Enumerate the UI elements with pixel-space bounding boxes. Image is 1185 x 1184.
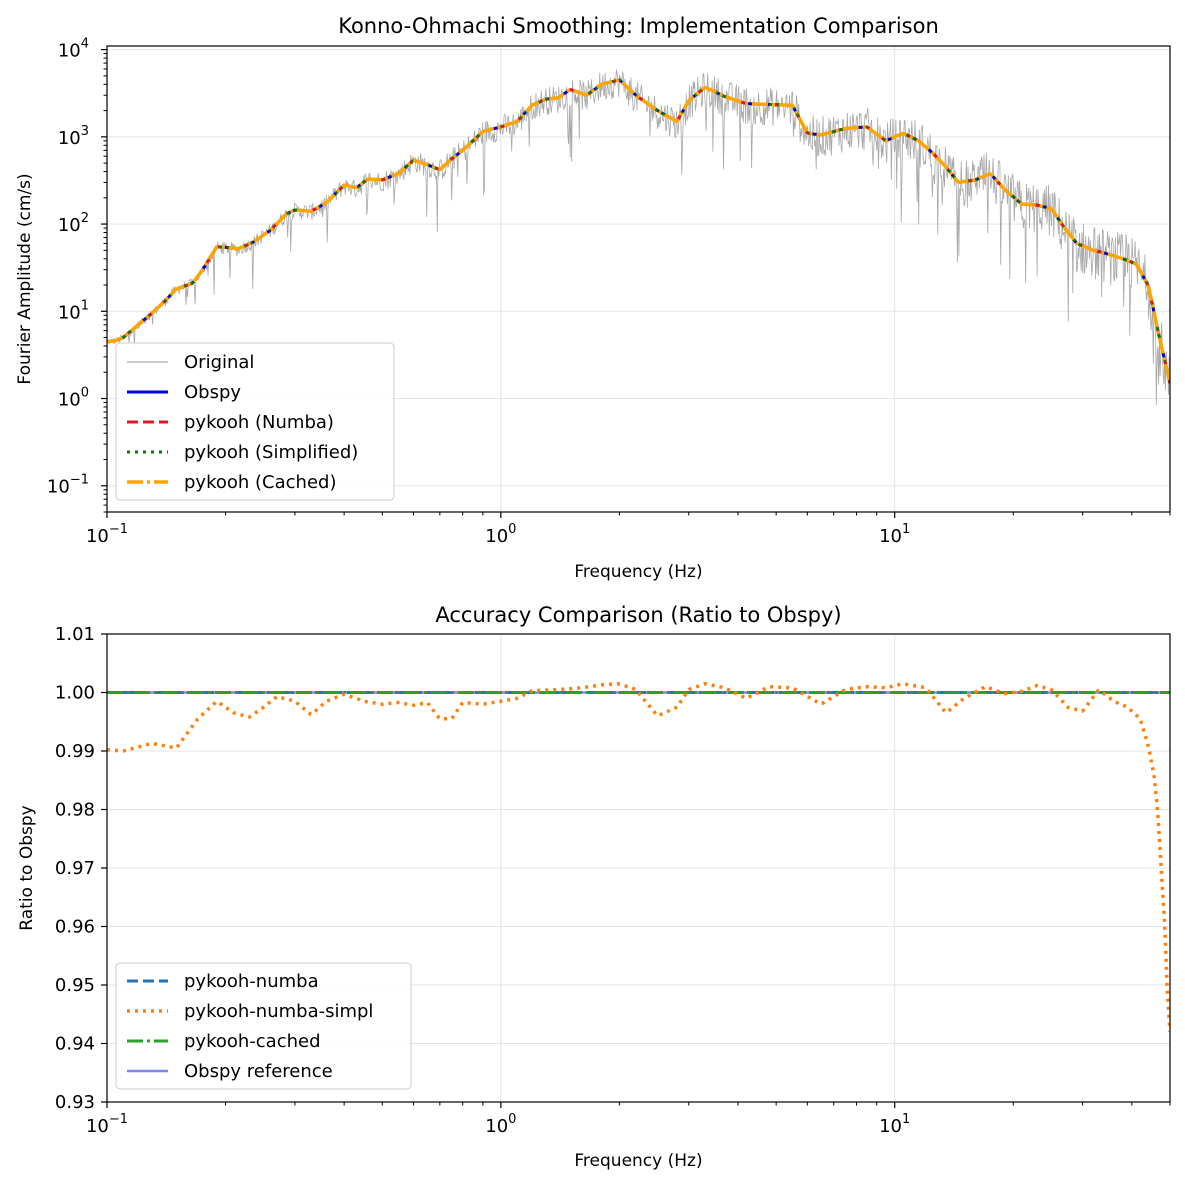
amplitude-y-tick-label: 100 (58, 386, 89, 411)
amplitude-chart-title: Konno-Ohmachi Smoothing: Implementation … (338, 14, 939, 38)
amplitude-y-tick-label: 101 (58, 298, 89, 323)
ratio-y-tick-label: 1.00 (55, 683, 95, 704)
ratio-y-tick-label: 0.95 (55, 975, 95, 996)
series-pykooh-cached-line (107, 78, 1170, 384)
amplitude-plot-frame (106, 45, 1171, 513)
amplitude-x-axis-label: Frequency (Hz) (574, 562, 702, 582)
amplitude-panel: 10−1 100 101 10−1 100 101 102 103 104 Konno-Ohm… (15, 14, 1171, 582)
ratio-chart-title: Accuracy Comparison (Ratio to Obspy) (435, 603, 841, 627)
legend-pykooh-numba-label: pykooh-numba (184, 971, 319, 992)
legend-obspy-reference-label: Obspy reference (184, 1061, 333, 1082)
amplitude-legend-box (115, 342, 395, 501)
series-pykooh-numba-simpl-line (107, 682, 1170, 1032)
ratio-y-ticks: 0.93 0.94 0.95 0.96 0.97 0.98 0.99 1.00 1.01 (55, 624, 107, 1113)
legend-pykooh-numba-label: pykooh (Numba) (184, 412, 334, 433)
amplitude-y-tick-label: 102 (58, 211, 89, 236)
ratio-legend: pykooh-numba pykooh-numba-simpl pykooh-c… (115, 962, 412, 1090)
legend-obspy-label: Obspy (184, 382, 241, 403)
series-original-line (107, 69, 1170, 406)
ratio-y-tick-label: 0.97 (55, 858, 95, 879)
amplitude-x-ticks: 10−1 100 101 (86, 512, 1171, 547)
ratio-x-tick-label: 100 (485, 1112, 516, 1137)
legend-original-label: Original (184, 352, 254, 373)
legend-pykooh-cached-label: pykooh-cached (184, 1031, 321, 1052)
ratio-y-tick-label: 0.99 (55, 741, 95, 762)
amplitude-x-tick-label: 101 (879, 522, 910, 547)
ratio-x-axis-label: Frequency (Hz) (574, 1151, 702, 1171)
legend-pykooh-simplified-label: pykooh (Simplified) (184, 442, 358, 463)
ratio-y-tick-label: 0.93 (55, 1092, 95, 1113)
amplitude-y-tick-label: 10−1 (47, 473, 89, 498)
legend-pykooh-numba-simpl-label: pykooh-numba-simpl (184, 1001, 373, 1022)
amplitude-legend: Original Obspy pykooh (Numba) pykooh (Si… (115, 342, 395, 501)
ratio-x-tick-label: 10−1 (86, 1112, 128, 1137)
ratio-y-tick-label: 0.94 (55, 1034, 95, 1055)
ratio-x-ticks: 10−1 100 101 (86, 1102, 1171, 1137)
ratio-y-tick-label: 1.01 (55, 624, 95, 645)
amplitude-y-axis-label: Fourier Amplitude (cm/s) (15, 173, 35, 384)
ratio-y-tick-label: 0.96 (55, 917, 95, 938)
amplitude-y-tick-label: 103 (58, 124, 89, 149)
ratio-y-axis-label: Ratio to Obspy (17, 805, 37, 930)
ratio-x-tick-label: 101 (879, 1112, 910, 1137)
amplitude-x-tick-label: 100 (485, 522, 516, 547)
amplitude-y-tick-label: 104 (58, 37, 89, 62)
ratio-panel: 10−1 100 101 0.93 0.94 0.95 0.96 0.97 0.98 0.99 1… (17, 603, 1171, 1171)
amplitude-y-ticks: 10−1 100 101 102 103 104 (47, 37, 107, 513)
legend-pykooh-cached-label: pykooh (Cached) (184, 472, 336, 493)
amplitude-x-tick-label: 10−1 (86, 522, 128, 547)
ratio-y-tick-label: 0.98 (55, 800, 95, 821)
ratio-legend-box (115, 962, 412, 1090)
